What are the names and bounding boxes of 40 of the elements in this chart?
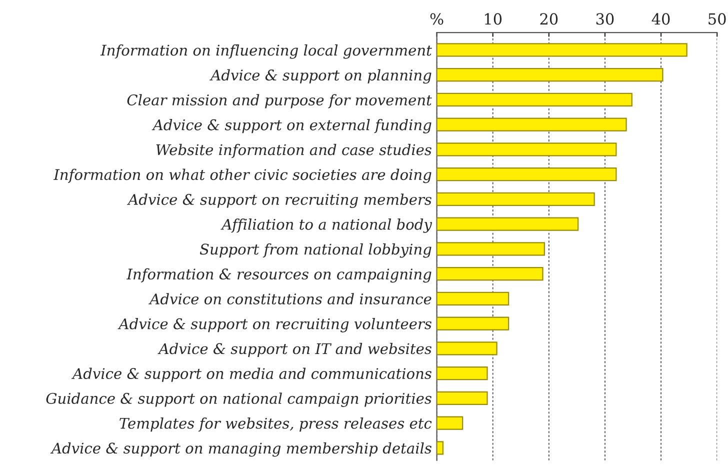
- y-tick-label: Information on influencing local government: [100, 44, 432, 59]
- x-tick-label: 40: [652, 13, 670, 25]
- y-tick-label: Website information and case studies: [156, 144, 432, 158]
- bar: [436, 192, 595, 206]
- y-tick-label: Advice on constitutions and insurance: [148, 293, 432, 304]
- y-tick-label: Information on what other civic societies are doing: [53, 168, 432, 184]
- bar: [436, 168, 617, 182]
- bar: [436, 267, 544, 281]
- bar: [436, 118, 627, 132]
- y-tick-label: Advice & support on planning: [210, 69, 432, 84]
- bar: [436, 416, 464, 430]
- y-tick-label: Affiliation to a national body: [220, 218, 432, 233]
- bar: [436, 366, 488, 380]
- bar: [436, 242, 545, 256]
- x-tick-label: %: [430, 13, 444, 25]
- bar: [436, 92, 632, 106]
- bar: [436, 292, 510, 306]
- bar: [436, 68, 664, 82]
- y-tick-label: Advice & support on IT and websites: [158, 342, 432, 357]
- bar: [436, 43, 688, 57]
- bar: [436, 342, 498, 356]
- y-tick-label: Support from national lobbying: [200, 243, 432, 258]
- y-tick-label: Clear mission and purpose for movement: [127, 94, 432, 108]
- y-tick-label: Advice & support on external funding: [152, 119, 432, 134]
- y-tick-label: Guidance & support on national campaign priorities: [46, 392, 432, 407]
- x-tick-label: 50: [708, 13, 726, 25]
- y-tick-label: Advice & support on managing membership details: [50, 442, 432, 457]
- y-tick-label: Advice & support on recruiting volunteers: [118, 318, 432, 332]
- bar: [436, 391, 488, 405]
- y-tick-label: Information & resources on campaigning: [126, 268, 432, 283]
- bar: [436, 142, 617, 156]
- x-tick-label: 30: [596, 13, 614, 25]
- bar: [436, 217, 579, 231]
- bar: [436, 441, 444, 455]
- y-tick-label: Templates for websites, press releases etc: [120, 418, 432, 432]
- bar: [436, 316, 510, 330]
- x-tick-label: 20: [540, 13, 558, 25]
- y-tick-label: Advice & support on media and communications: [71, 368, 432, 382]
- x-tick-label: 10: [485, 13, 502, 25]
- y-tick-label: Advice & support on recruiting members: [127, 194, 432, 208]
